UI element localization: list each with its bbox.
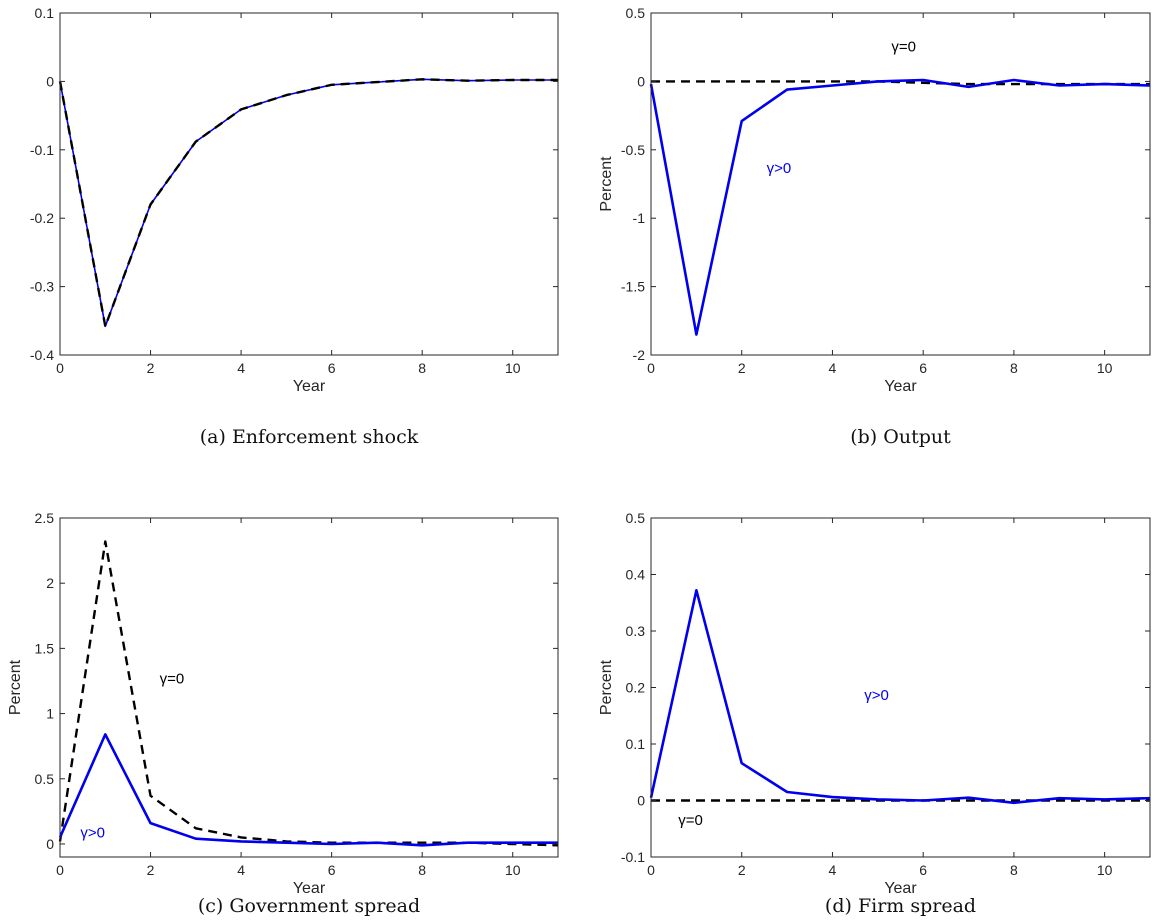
series-line-d-solid bbox=[649, 588, 1151, 805]
y-tick-label: -0.2 bbox=[30, 210, 54, 226]
caption-c: (c) Government spread bbox=[198, 895, 420, 917]
x-tick-label: 8 bbox=[418, 862, 426, 878]
x-tick-label: 8 bbox=[1010, 360, 1018, 376]
x-axis-label: Year bbox=[884, 378, 917, 395]
x-tick-label: 6 bbox=[919, 360, 927, 376]
x-tick-label: 10 bbox=[505, 360, 521, 376]
x-tick-label: 8 bbox=[418, 360, 426, 376]
annotation-label: γ=0 bbox=[678, 812, 703, 829]
y-tick-label: 0.4 bbox=[626, 567, 646, 583]
y-tick-label: 2.5 bbox=[35, 510, 55, 526]
y-tick-label: -0.3 bbox=[30, 279, 54, 295]
x-tick-label: 10 bbox=[1097, 862, 1113, 878]
series-line-c-dashed bbox=[58, 540, 559, 847]
series-line-b-dashed bbox=[651, 80, 1150, 86]
x-tick-label: 4 bbox=[829, 862, 837, 878]
x-tick-label: 0 bbox=[56, 862, 64, 878]
y-tick-label: -0.1 bbox=[621, 849, 645, 865]
y-tick-label: 0.1 bbox=[35, 5, 55, 21]
y-axis-label: Percent bbox=[7, 659, 24, 715]
x-tick-label: 8 bbox=[1010, 862, 1018, 878]
x-tick-label: 6 bbox=[328, 360, 336, 376]
y-tick-label: 0.5 bbox=[626, 510, 646, 526]
y-tick-label: -0.1 bbox=[30, 142, 54, 158]
caption-b: (b) Output bbox=[850, 426, 951, 448]
annotation-label: γ>0 bbox=[767, 160, 792, 177]
x-tick-label: 2 bbox=[147, 862, 155, 878]
x-tick-label: 2 bbox=[147, 360, 155, 376]
x-tick-label: 0 bbox=[647, 360, 655, 376]
y-tick-label: 0 bbox=[637, 73, 645, 89]
y-tick-label: -2 bbox=[633, 347, 646, 363]
annotation-label: γ>0 bbox=[80, 824, 105, 841]
y-tick-label: 0 bbox=[637, 793, 645, 809]
y-tick-label: 2 bbox=[46, 575, 54, 591]
chart-panel-a: 0 2 4 6 8 10 -0.4 -0.3 -0.2 -0.1 0 0.1 Year (a) Enfor… bbox=[30, 5, 559, 448]
series-line-b-solid bbox=[649, 78, 1151, 336]
x-tick-label: 6 bbox=[328, 862, 336, 878]
x-tick-label: 2 bbox=[738, 862, 746, 878]
x-tick-label: 10 bbox=[1097, 360, 1113, 376]
annotation-label: γ>0 bbox=[864, 687, 889, 704]
y-tick-label: 0.5 bbox=[35, 771, 55, 787]
x-tick-label: 2 bbox=[738, 360, 746, 376]
x-axis-label: Year bbox=[293, 880, 326, 897]
x-tick-label: 4 bbox=[237, 360, 245, 376]
annotation-label: γ=0 bbox=[891, 38, 916, 55]
x-axis-label: Year bbox=[293, 378, 326, 395]
x-tick-label: 6 bbox=[919, 862, 927, 878]
y-tick-label: 0.2 bbox=[626, 680, 646, 696]
chart-panel-b: 0 2 4 6 8 10 -2 -1.5 -1 -0.5 0 0.5 Year Percent γ=0 γ>0… bbox=[598, 5, 1151, 448]
x-tick-label: 0 bbox=[56, 360, 64, 376]
y-tick-label: 0.3 bbox=[626, 623, 646, 639]
y-tick-label: 0.1 bbox=[626, 736, 646, 752]
y-tick-label: 0.5 bbox=[626, 5, 646, 21]
x-tick-label: 0 bbox=[647, 862, 655, 878]
y-tick-label: -1.5 bbox=[621, 279, 645, 295]
y-tick-label: -0.5 bbox=[621, 142, 645, 158]
y-axis-label: Percent bbox=[598, 156, 615, 212]
x-tick-label: 10 bbox=[505, 862, 521, 878]
x-tick-label: 4 bbox=[829, 360, 837, 376]
series-line-c-solid bbox=[58, 733, 558, 847]
y-tick-label: 1 bbox=[46, 706, 54, 722]
caption-d: (d) Firm spread bbox=[825, 895, 976, 917]
axes-box-a bbox=[59, 12, 559, 356]
y-tick-label: -1 bbox=[633, 210, 646, 226]
caption-a: (a) Enforcement shock bbox=[200, 426, 419, 448]
axes-box-b bbox=[650, 12, 1151, 356]
y-tick-label: 0 bbox=[46, 73, 54, 89]
x-tick-label: 4 bbox=[237, 862, 245, 878]
y-tick-label: 1.5 bbox=[35, 640, 55, 656]
x-axis-label: Year bbox=[884, 880, 917, 897]
annotation-label: γ=0 bbox=[160, 671, 185, 688]
y-axis-label: Percent bbox=[598, 659, 615, 715]
y-tick-label: 0 bbox=[46, 836, 54, 852]
axes-box-c bbox=[59, 517, 559, 858]
y-tick-label: -0.4 bbox=[30, 347, 54, 363]
chart-panel-c: 0 2 4 6 8 10 0 0.5 1 1.5 2 2.5 Year Percent γ=0 γ>0 (c) … bbox=[7, 510, 559, 917]
series-line-a-solid bbox=[59, 78, 558, 328]
